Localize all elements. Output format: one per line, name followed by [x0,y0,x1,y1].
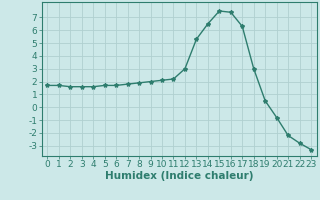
X-axis label: Humidex (Indice chaleur): Humidex (Indice chaleur) [105,171,253,181]
